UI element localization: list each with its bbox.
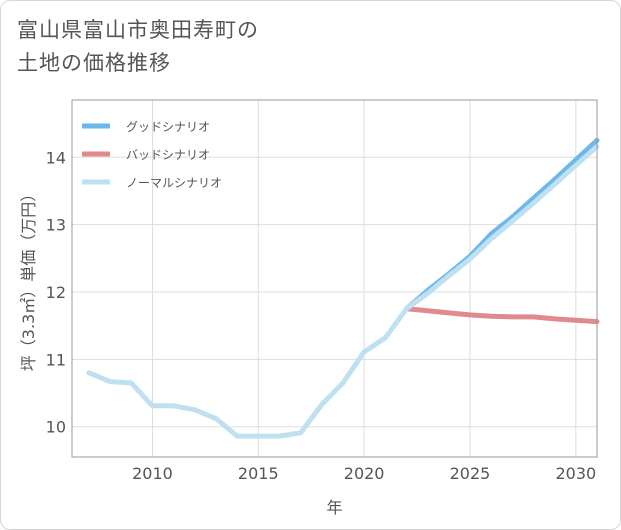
x-tick-label: 2015 bbox=[238, 464, 279, 483]
y-tick-label: 12 bbox=[46, 283, 66, 302]
y-tick-label: 11 bbox=[46, 350, 66, 369]
title-line-1: 富山県富山市奥田寿町の bbox=[17, 18, 259, 42]
x-tick-label: 2010 bbox=[132, 464, 173, 483]
page-title: 富山県富山市奥田寿町の 土地の価格推移 bbox=[17, 14, 259, 80]
x-tick-label: 2020 bbox=[344, 464, 385, 483]
y-tick-label: 13 bbox=[46, 216, 66, 235]
y-axis-ticks: 10 11 12 13 14 bbox=[46, 148, 66, 436]
legend-label-1: バッドシナリオ bbox=[126, 148, 210, 162]
series-line-2 bbox=[86, 144, 600, 439]
series-line-1 bbox=[404, 306, 600, 325]
y-tick-label: 10 bbox=[46, 418, 66, 437]
x-axis-ticks: 2010 2015 2020 2025 2030 bbox=[132, 464, 596, 483]
series-layer bbox=[86, 137, 600, 439]
legend-label-2: ノーマルシナリオ bbox=[126, 176, 222, 190]
title-line-2: 土地の価格推移 bbox=[17, 51, 171, 75]
plot-frame bbox=[71, 99, 598, 458]
x-tick-label: 2030 bbox=[555, 464, 596, 483]
chart-grid bbox=[72, 100, 597, 457]
y-axis-title: 坪（3.3㎡）単価（万円） bbox=[19, 186, 38, 371]
legend-label-0: グッドシナリオ bbox=[126, 120, 210, 134]
x-tick-label: 2025 bbox=[450, 464, 491, 483]
x-axis-title: 年 bbox=[326, 498, 342, 517]
y-tick-label: 14 bbox=[46, 148, 66, 167]
